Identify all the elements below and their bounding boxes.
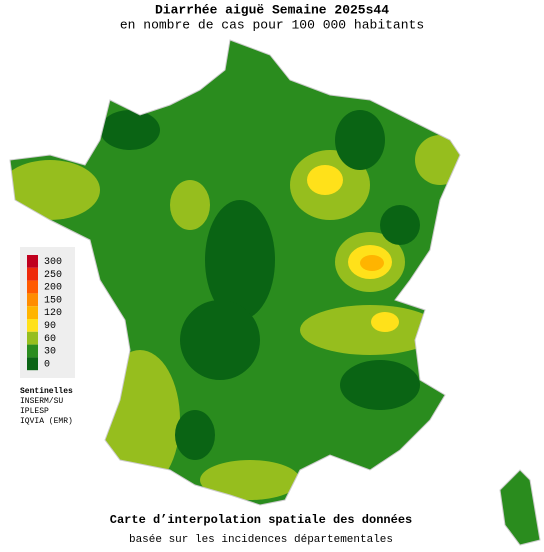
legend-label: 30 [44,347,56,358]
legend-swatch [27,306,38,319]
legend-swatch [27,267,38,281]
title: Diarrhée aiguë Semaine 2025s44 [155,2,389,17]
source: IQVIA (EMR) [20,417,73,426]
legend-swatch [27,357,38,371]
legend-swatch [27,280,38,294]
legend-swatch [27,344,38,358]
legend-label: 150 [44,295,62,306]
legend-label: 250 [44,270,62,281]
legend-swatch [27,255,38,268]
legend-swatch [27,319,38,332]
footer-title: Carte d’interpolation spatiale des donné… [110,513,412,527]
source: IPLESP [20,407,49,416]
subtitle: en nombre de cas pour 100 000 habitants [120,17,424,32]
legend-label: 60 [44,334,56,345]
source: Sentinelles [20,387,73,396]
legend-label: 300 [44,257,62,268]
corsica [499,469,541,546]
legend-label: 200 [44,283,62,294]
source: INSERM/SU [20,397,63,406]
legend-label: 120 [44,308,62,319]
legend-label: 0 [44,359,50,370]
legend-label: 90 [44,321,56,332]
footer-subtitle: basée sur les incidences départementales [129,534,393,546]
legend-swatch [27,331,38,345]
legend-swatch [27,293,38,307]
